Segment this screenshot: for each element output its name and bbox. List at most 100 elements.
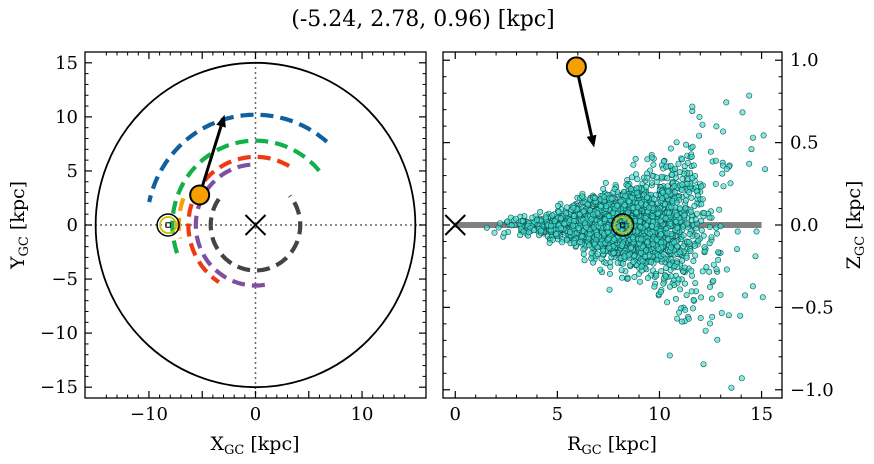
scatter-point — [579, 233, 586, 240]
scatter-point — [659, 195, 666, 202]
scatter-point — [609, 210, 616, 217]
scatter-point — [692, 252, 699, 259]
scatter-point — [699, 196, 706, 203]
scatter-point — [584, 201, 591, 208]
scatter-point — [681, 264, 688, 271]
scatter-point — [718, 309, 725, 316]
scatter-point — [665, 209, 672, 216]
scatter-point — [691, 203, 698, 210]
scatter-point — [703, 264, 710, 271]
scatter-point — [660, 280, 667, 287]
scatter-point — [600, 247, 607, 254]
scatter-point — [637, 224, 644, 231]
scatter-point — [694, 192, 701, 199]
scatter-point — [597, 266, 604, 273]
scatter-point — [734, 228, 741, 235]
scatter-point — [683, 292, 690, 299]
right-sun-marker-outer — [610, 213, 635, 237]
scatter-point — [723, 266, 730, 273]
scatter-point — [555, 208, 562, 215]
scatter-point — [664, 230, 671, 237]
scatter-point — [693, 225, 700, 232]
scatter-point — [520, 228, 527, 235]
scatter-point — [688, 153, 695, 160]
scatter-point — [622, 222, 629, 229]
scatter-point — [680, 232, 687, 239]
scatter-point — [483, 224, 490, 231]
scatter-point — [558, 239, 565, 246]
scatter-point — [748, 146, 755, 153]
scatter-point — [698, 201, 705, 208]
scatter-point — [629, 194, 636, 201]
scatter-point — [644, 274, 651, 281]
scatter-point — [597, 203, 604, 210]
scatter-point — [689, 103, 696, 110]
spiral-arm-6 — [208, 194, 303, 273]
scatter-point — [715, 249, 722, 256]
scatter-point — [689, 305, 696, 312]
scatter-point — [547, 222, 554, 229]
left-velocity-arrow-head — [216, 114, 226, 128]
right-y-tick-label: 1.0 — [790, 50, 819, 71]
scatter-point — [664, 299, 671, 306]
scatter-point — [604, 224, 611, 231]
right-y-tick-label: −0.5 — [790, 297, 834, 318]
scatter-point — [497, 220, 504, 227]
right-star-marker — [565, 56, 587, 78]
spiral-arm-1 — [147, 112, 329, 203]
scatter-point — [666, 261, 673, 268]
scatter-point — [627, 245, 634, 252]
scatter-point — [695, 237, 702, 244]
scatter-point — [580, 208, 587, 215]
scatter-point — [708, 295, 715, 302]
scatter-point — [653, 272, 660, 279]
figure-title: (-5.24, 2.78, 0.96) [kpc] — [291, 7, 554, 32]
left-y-tick-label: −5 — [51, 269, 78, 290]
scatter-point — [644, 239, 651, 246]
right-velocity-arrow-shaft — [574, 66, 594, 137]
scatter-point — [657, 231, 664, 238]
scatter-point — [706, 224, 713, 231]
scatter-point — [660, 158, 667, 165]
scatter-point — [738, 375, 745, 382]
scatter-point — [683, 254, 690, 261]
scatter-point — [688, 272, 695, 279]
scatter-point — [621, 253, 628, 260]
scatter-point — [571, 213, 578, 220]
scatter-point — [648, 179, 655, 186]
left-velocity-arrow-shaft — [198, 125, 223, 196]
scatter-point — [643, 222, 650, 229]
scatter-point — [714, 336, 721, 343]
right-panel-rz: 0 5 10 15 −1.0 −0.5 0.0 0.5 1.0 RGC [kpc] ZGC [k… — [442, 50, 868, 458]
scatter-point — [707, 148, 714, 155]
scatter-point — [746, 160, 753, 167]
scatter-point — [737, 312, 744, 319]
scatter-point — [668, 204, 675, 211]
scatter-point — [630, 161, 637, 168]
scatter-point — [658, 239, 665, 246]
scatter-point — [669, 171, 676, 178]
left-x-axis-label: XGC [kpc] — [210, 433, 299, 458]
scatter-point — [680, 243, 687, 250]
scatter-point — [622, 192, 629, 199]
scatter-point — [713, 230, 720, 237]
scatter-point — [688, 267, 695, 274]
right-x-axis-label: RGC [kpc] — [567, 433, 657, 458]
scatter-point — [508, 222, 515, 229]
scatter-point — [594, 231, 601, 238]
scatter-point — [632, 155, 639, 162]
scatter-point — [681, 212, 688, 219]
sun-marker-outer — [156, 213, 180, 237]
scatter-point — [692, 216, 699, 223]
scatter-point — [671, 165, 678, 172]
scatter-point — [585, 242, 592, 249]
scatter-point — [654, 210, 661, 217]
scatter-point — [673, 212, 680, 219]
scatter-point — [712, 180, 719, 187]
scatter-point — [671, 183, 678, 190]
scatter-point — [634, 204, 641, 211]
scatter-point — [643, 183, 650, 190]
right-x-tick-label: 0 — [450, 404, 461, 425]
scatter-point — [563, 204, 570, 211]
scatter-point — [762, 166, 769, 173]
